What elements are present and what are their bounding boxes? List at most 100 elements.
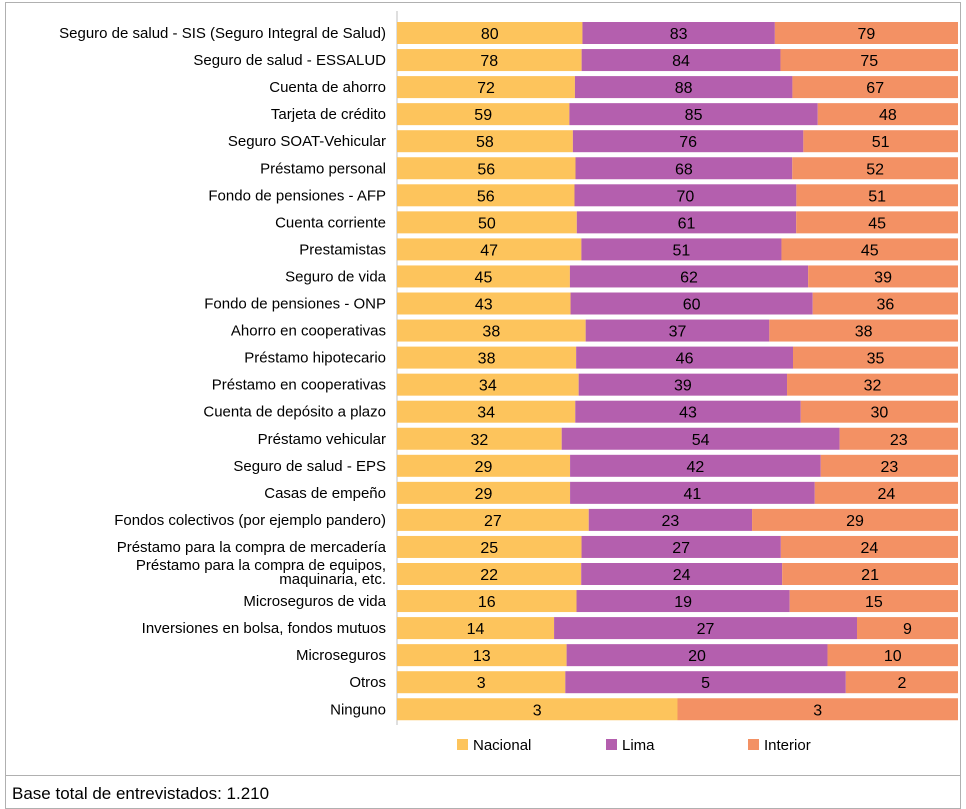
bar-interior-8 (781, 238, 958, 261)
bar-lima-23 (566, 644, 828, 667)
bar-nacional-24 (397, 671, 566, 694)
category-label: Préstamo para la compra de mercadería (117, 539, 387, 556)
bar-nacional-10 (397, 292, 571, 315)
bar-nacional-15 (397, 427, 562, 450)
data-label-interior: 29 (846, 513, 864, 530)
bar-lima-6 (574, 184, 797, 207)
category-label: Microseguros (296, 647, 386, 664)
data-label-nacional: 56 (477, 161, 495, 178)
bar-lima-15 (561, 427, 840, 450)
bar-nacional-11 (397, 319, 586, 342)
bar-interior-21 (789, 590, 958, 613)
data-label-lima: 41 (684, 486, 702, 503)
legend-label-lima: Lima (622, 737, 655, 754)
bar-lima-10 (570, 292, 813, 315)
bar-interior-20 (782, 563, 958, 585)
category-label: Tarjeta de crédito (271, 106, 386, 123)
data-label-nacional: 45 (475, 269, 493, 286)
category-label: Casas de empeño (264, 485, 386, 502)
category-label: Otros (349, 674, 386, 691)
data-label-interior: 51 (872, 134, 890, 151)
chart-frame: Seguro de salud - SIS (Seguro Integral d… (5, 2, 961, 776)
bar-interior-7 (796, 211, 958, 234)
bar-lima-9 (569, 265, 809, 288)
category-label: Seguro de salud - EPS (233, 458, 386, 475)
bar-nacional-23 (397, 644, 567, 667)
data-label-interior: 45 (868, 215, 886, 232)
bar-nacional-5 (397, 157, 576, 180)
bar-nacional-4 (397, 130, 573, 153)
data-label-lima: 27 (697, 621, 715, 638)
bar-nacional-13 (397, 373, 579, 396)
data-label-interior: 75 (860, 53, 878, 70)
data-label-lima: 27 (672, 540, 690, 557)
bar-interior-13 (787, 373, 958, 396)
bar-lima-4 (572, 130, 804, 153)
data-label-nacional: 16 (478, 594, 496, 611)
bar-nacional-2 (397, 76, 575, 99)
category-label: Ahorro en cooperativas (231, 323, 386, 340)
bar-interior-3 (817, 103, 958, 126)
data-label-nacional: 47 (480, 242, 498, 259)
data-label-nacional: 3 (477, 675, 486, 692)
bar-nacional-1 (397, 49, 582, 72)
data-label-interior: 15 (865, 594, 883, 611)
data-label-lima: 20 (688, 648, 706, 665)
data-label-nacional: 34 (479, 378, 497, 395)
bar-interior-17 (814, 481, 958, 504)
bar-interior-9 (808, 265, 958, 288)
data-label-nacional: 22 (480, 567, 498, 584)
category-label: Préstamo en cooperativas (212, 377, 386, 394)
data-label-interior: 45 (861, 242, 879, 259)
data-label-nacional: 56 (477, 188, 495, 205)
data-label-lima: 23 (662, 513, 680, 530)
category-label: Cuenta de depósito a plazo (203, 404, 386, 421)
bar-lima-22 (554, 617, 858, 640)
data-label-lima: 76 (679, 134, 697, 151)
bar-nacional-21 (397, 590, 577, 613)
data-label-lima: 24 (673, 567, 691, 584)
data-label-nacional: 78 (480, 53, 498, 70)
data-label-interior: 38 (855, 324, 873, 341)
category-label: Cuenta de ahorro (269, 79, 386, 96)
data-label-lima: 5 (701, 675, 710, 692)
category-label: Ninguno (330, 701, 386, 718)
category-label: Seguro de salud - ESSALUD (193, 52, 386, 69)
data-label-lima: 60 (683, 297, 701, 314)
bar-nacional-6 (397, 184, 575, 207)
category-label: Préstamo hipotecario (244, 350, 386, 367)
data-label-interior: 24 (877, 486, 895, 503)
category-label: Seguro de vida (285, 268, 387, 285)
data-label-interior: 51 (868, 188, 886, 205)
bar-lima-8 (581, 238, 782, 261)
bar-lima-12 (576, 346, 793, 369)
data-label-nacional: 13 (473, 648, 491, 665)
base-total-text: Base total de entrevistados: 1.210 (12, 784, 270, 803)
data-label-lima: 88 (675, 80, 693, 97)
category-label: Préstamo personal (260, 160, 386, 177)
data-label-nacional: 25 (480, 540, 498, 557)
bar-nacional-16 (397, 454, 571, 477)
bar-lima-18 (588, 508, 753, 531)
legend-swatch-nacional (457, 739, 468, 750)
category-label: Fondo de pensiones - AFP (208, 187, 386, 204)
bar-lima-5 (575, 157, 793, 180)
bar-interior-6 (796, 184, 958, 207)
data-label-interior: 67 (866, 80, 884, 97)
data-label-interior: 36 (876, 297, 894, 314)
data-label-interior: 10 (884, 648, 902, 665)
data-label-lima: 42 (687, 459, 705, 476)
bar-lima-3 (569, 103, 818, 126)
bar-interior-18 (752, 508, 958, 531)
bar-interior-11 (769, 319, 958, 342)
category-label: Prestamistas (299, 241, 386, 258)
data-label-nacional: 27 (484, 513, 502, 530)
bar-nacional-3 (397, 103, 570, 126)
data-label-interior: 35 (867, 351, 885, 368)
data-label-nacional: 32 (470, 432, 488, 449)
data-label-lima: 51 (673, 242, 691, 259)
data-label-lima: 62 (680, 269, 698, 286)
data-label-nacional: 80 (481, 26, 499, 43)
data-label-lima: 85 (685, 107, 703, 124)
bar-lima-0 (582, 22, 775, 44)
